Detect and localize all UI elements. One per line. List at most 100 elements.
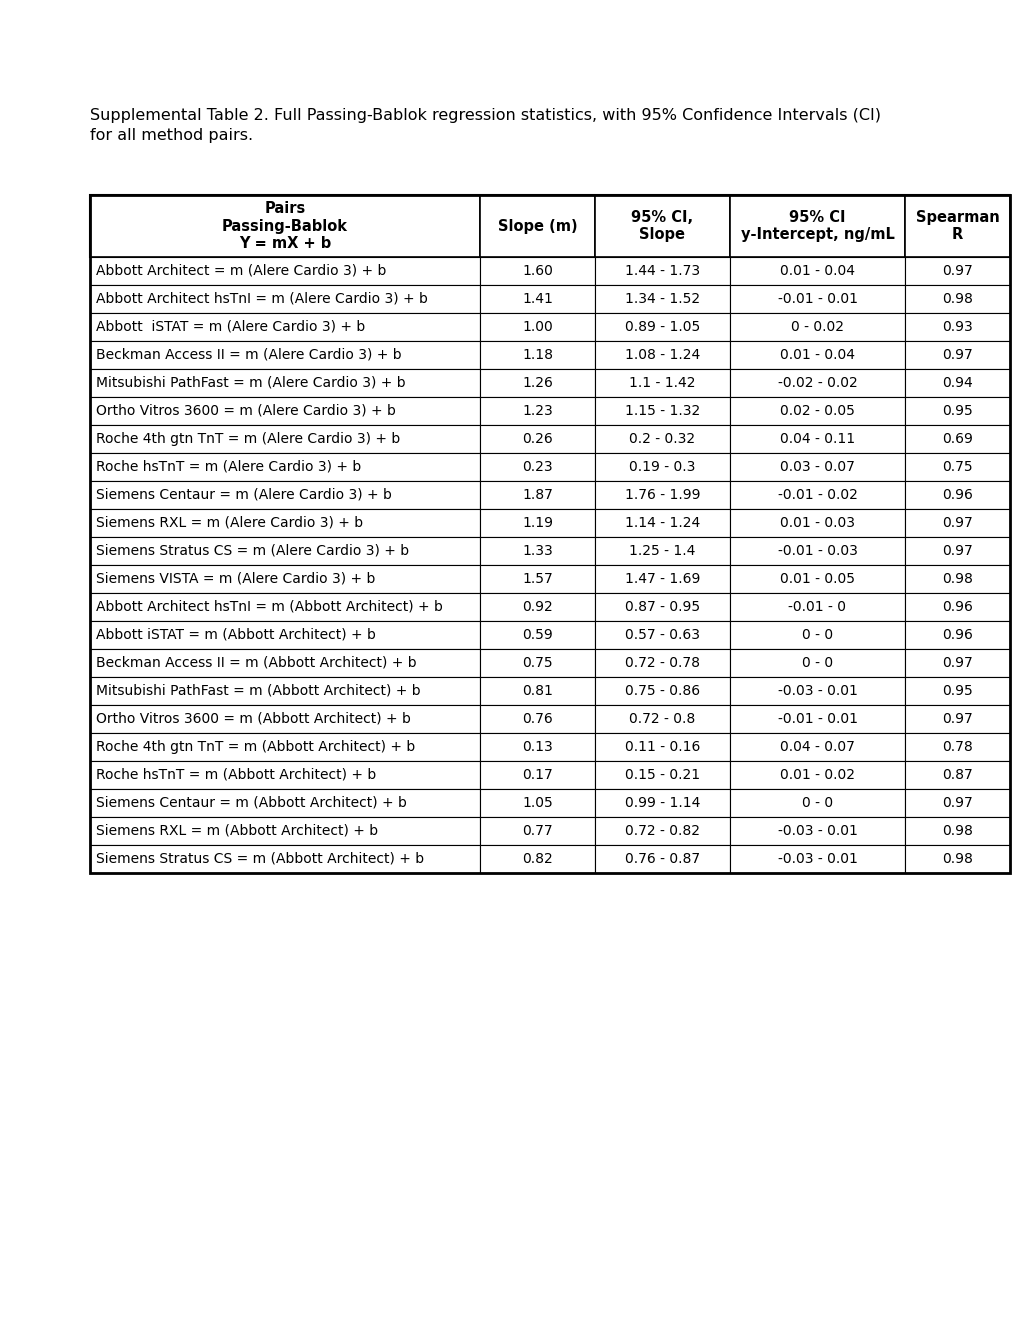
Text: Abbott Architect = m (Alere Cardio 3) + b: Abbott Architect = m (Alere Cardio 3) + …: [96, 264, 386, 279]
Text: 0.95: 0.95: [942, 404, 972, 418]
Text: Roche 4th gtn TnT = m (Abbott Architect) + b: Roche 4th gtn TnT = m (Abbott Architect)…: [96, 741, 415, 754]
Text: 0.75: 0.75: [942, 459, 972, 474]
Text: 0 - 0: 0 - 0: [801, 628, 833, 642]
Text: Slope (m): Slope (m): [497, 219, 577, 234]
Bar: [90, 649, 480, 677]
Text: 0.77: 0.77: [522, 824, 552, 838]
Bar: [594, 341, 730, 370]
Bar: [594, 705, 730, 733]
Bar: [480, 537, 594, 565]
Bar: [480, 565, 594, 593]
Text: Siemens Stratus CS = m (Abbott Architect) + b: Siemens Stratus CS = m (Abbott Architect…: [96, 851, 424, 866]
Text: -0.01 - 0.01: -0.01 - 0.01: [776, 711, 857, 726]
Text: -0.03 - 0.01: -0.03 - 0.01: [776, 684, 857, 698]
Text: 0.75 - 0.86: 0.75 - 0.86: [625, 684, 699, 698]
Bar: [90, 593, 480, 620]
Bar: [904, 817, 1009, 845]
Bar: [594, 257, 730, 285]
Text: 0.98: 0.98: [942, 824, 972, 838]
Bar: [730, 313, 904, 341]
Text: Siemens Centaur = m (Alere Cardio 3) + b: Siemens Centaur = m (Alere Cardio 3) + b: [96, 488, 391, 502]
Text: 1.08 - 1.24: 1.08 - 1.24: [625, 348, 699, 362]
Text: -0.01 - 0.02: -0.01 - 0.02: [776, 488, 857, 502]
Text: 0.04 - 0.07: 0.04 - 0.07: [780, 741, 854, 754]
Text: Roche hsTnT = m (Abbott Architect) + b: Roche hsTnT = m (Abbott Architect) + b: [96, 768, 376, 781]
Text: 0.69: 0.69: [942, 432, 972, 446]
Text: 0.95: 0.95: [942, 684, 972, 698]
Bar: [730, 480, 904, 510]
Text: 1.14 - 1.24: 1.14 - 1.24: [625, 516, 699, 531]
Text: 0.17: 0.17: [522, 768, 552, 781]
Text: -0.01 - 0.01: -0.01 - 0.01: [776, 292, 857, 306]
Text: 1.23: 1.23: [522, 404, 552, 418]
Text: 0.97: 0.97: [942, 656, 972, 671]
Text: 0.98: 0.98: [942, 851, 972, 866]
Text: 0.97: 0.97: [942, 544, 972, 558]
Text: Siemens RXL = m (Alere Cardio 3) + b: Siemens RXL = m (Alere Cardio 3) + b: [96, 516, 363, 531]
Bar: [730, 620, 904, 649]
Bar: [90, 397, 480, 425]
Bar: [594, 285, 730, 313]
Bar: [904, 649, 1009, 677]
Text: 0.2 - 0.32: 0.2 - 0.32: [629, 432, 695, 446]
Text: 1.41: 1.41: [522, 292, 552, 306]
Bar: [904, 341, 1009, 370]
Bar: [90, 195, 1009, 257]
Text: 0.04 - 0.11: 0.04 - 0.11: [780, 432, 854, 446]
Bar: [90, 285, 480, 313]
Text: 0.99 - 1.14: 0.99 - 1.14: [625, 796, 699, 810]
Text: 1.26: 1.26: [522, 376, 552, 389]
Text: 0 - 0: 0 - 0: [801, 796, 833, 810]
Bar: [480, 762, 594, 789]
Bar: [480, 817, 594, 845]
Text: Abbott iSTAT = m (Abbott Architect) + b: Abbott iSTAT = m (Abbott Architect) + b: [96, 628, 376, 642]
Text: 1.00: 1.00: [522, 319, 552, 334]
Bar: [480, 370, 594, 397]
Text: 0.23: 0.23: [522, 459, 552, 474]
Text: 0.01 - 0.02: 0.01 - 0.02: [780, 768, 854, 781]
Bar: [90, 257, 480, 285]
Text: Supplemental Table 2. Full Passing-Bablok regression statistics, with 95% Confid: Supplemental Table 2. Full Passing-Bablo…: [90, 108, 880, 123]
Bar: [90, 453, 480, 480]
Text: -0.01 - 0.03: -0.01 - 0.03: [776, 544, 857, 558]
Bar: [904, 677, 1009, 705]
Text: Pairs
Passing-Bablok
Y = mX + b: Pairs Passing-Bablok Y = mX + b: [222, 201, 347, 251]
Bar: [90, 677, 480, 705]
Bar: [730, 341, 904, 370]
Text: Siemens Stratus CS = m (Alere Cardio 3) + b: Siemens Stratus CS = m (Alere Cardio 3) …: [96, 544, 409, 558]
Text: 0.72 - 0.78: 0.72 - 0.78: [625, 656, 699, 671]
Text: Spearman
R: Spearman R: [915, 210, 999, 242]
Text: 0.82: 0.82: [522, 851, 552, 866]
Bar: [904, 397, 1009, 425]
Text: 0.81: 0.81: [522, 684, 552, 698]
Bar: [480, 285, 594, 313]
Bar: [480, 733, 594, 762]
Text: 0.01 - 0.05: 0.01 - 0.05: [780, 572, 854, 586]
Bar: [904, 285, 1009, 313]
Text: 0.89 - 1.05: 0.89 - 1.05: [625, 319, 699, 334]
Text: Abbott Architect hsTnI = m (Alere Cardio 3) + b: Abbott Architect hsTnI = m (Alere Cardio…: [96, 292, 427, 306]
Text: 1.87: 1.87: [522, 488, 552, 502]
Bar: [904, 565, 1009, 593]
Text: 1.05: 1.05: [522, 796, 552, 810]
Text: Roche hsTnT = m (Alere Cardio 3) + b: Roche hsTnT = m (Alere Cardio 3) + b: [96, 459, 361, 474]
Bar: [594, 397, 730, 425]
Bar: [90, 762, 480, 789]
Text: 1.18: 1.18: [522, 348, 552, 362]
Text: 0.76 - 0.87: 0.76 - 0.87: [625, 851, 699, 866]
Text: Ortho Vitros 3600 = m (Abbott Architect) + b: Ortho Vitros 3600 = m (Abbott Architect)…: [96, 711, 411, 726]
Bar: [90, 370, 480, 397]
Text: 0.01 - 0.04: 0.01 - 0.04: [780, 348, 854, 362]
Text: 0.98: 0.98: [942, 572, 972, 586]
Bar: [730, 845, 904, 873]
Text: Beckman Access II = m (Abbott Architect) + b: Beckman Access II = m (Abbott Architect)…: [96, 656, 416, 671]
Text: 0.72 - 0.8: 0.72 - 0.8: [629, 711, 695, 726]
Bar: [730, 397, 904, 425]
Text: 0.59: 0.59: [522, 628, 552, 642]
Text: 0.75: 0.75: [522, 656, 552, 671]
Bar: [594, 789, 730, 817]
Bar: [594, 845, 730, 873]
Text: 0.94: 0.94: [942, 376, 972, 389]
Text: Siemens Centaur = m (Abbott Architect) + b: Siemens Centaur = m (Abbott Architect) +…: [96, 796, 407, 810]
Bar: [90, 313, 480, 341]
